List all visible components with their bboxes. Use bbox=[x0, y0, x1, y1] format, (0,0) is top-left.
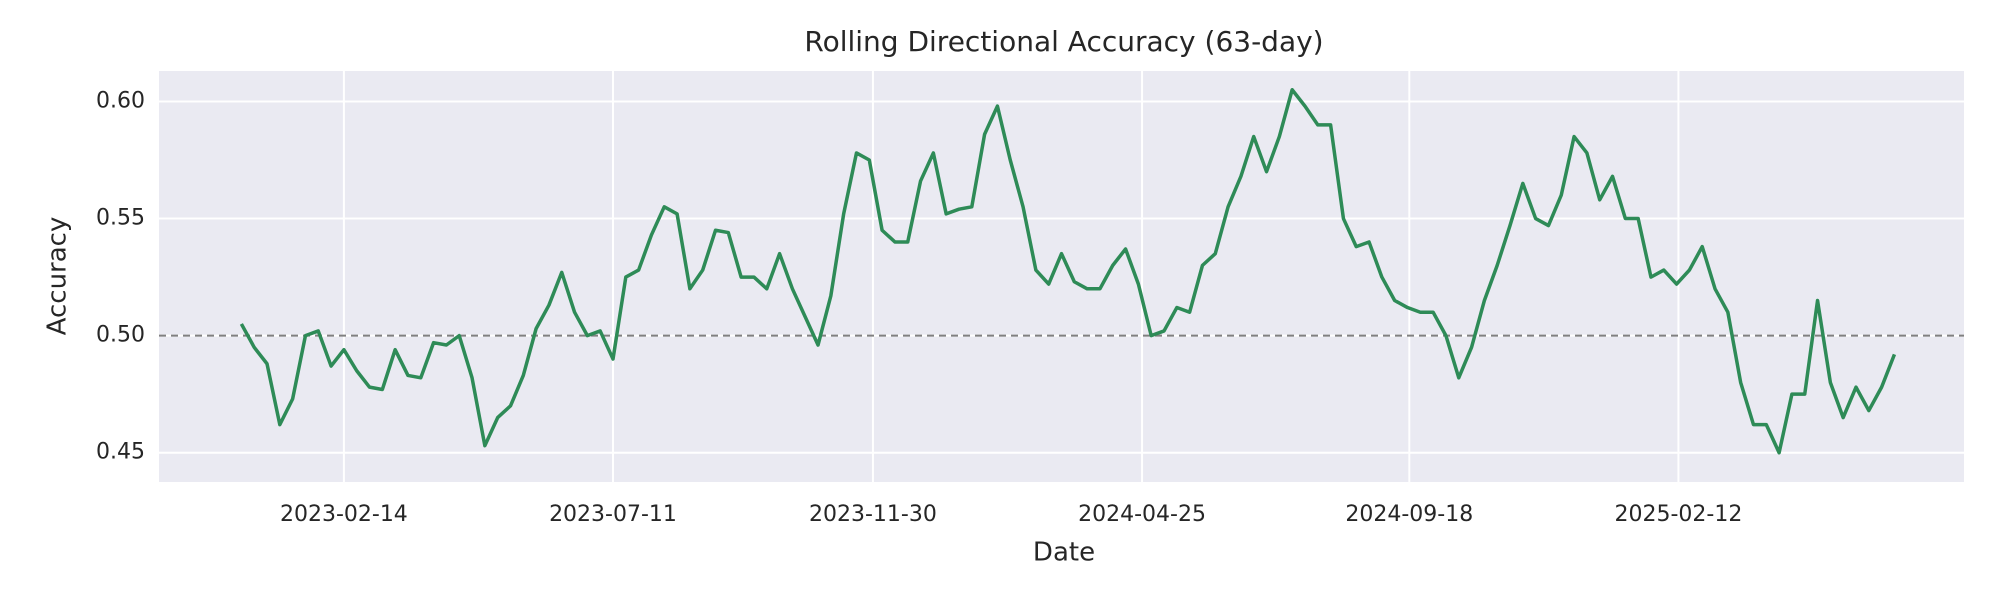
x-tick-label: 2023-07-11 bbox=[549, 502, 677, 527]
x-tick-label: 2025-02-12 bbox=[1614, 502, 1742, 527]
x-tick-label: 2023-02-14 bbox=[280, 502, 408, 527]
chart-title: Rolling Directional Accuracy (63-day) bbox=[804, 25, 1323, 58]
x-axis-label: Date bbox=[1033, 538, 1095, 568]
y-axis-label: Accuracy bbox=[43, 217, 73, 336]
x-tick-label: 2023-11-30 bbox=[809, 502, 937, 527]
x-tick-label: 2024-09-18 bbox=[1345, 502, 1473, 527]
y-tick-label: 0.55 bbox=[96, 206, 145, 231]
y-tick-label: 0.60 bbox=[96, 88, 145, 113]
data-line bbox=[239, 87, 1897, 455]
plot-area bbox=[159, 71, 1964, 482]
y-tick-label: 0.50 bbox=[96, 323, 145, 348]
x-tick-label: 2024-04-25 bbox=[1078, 502, 1206, 527]
y-tick-label: 0.45 bbox=[96, 440, 145, 465]
